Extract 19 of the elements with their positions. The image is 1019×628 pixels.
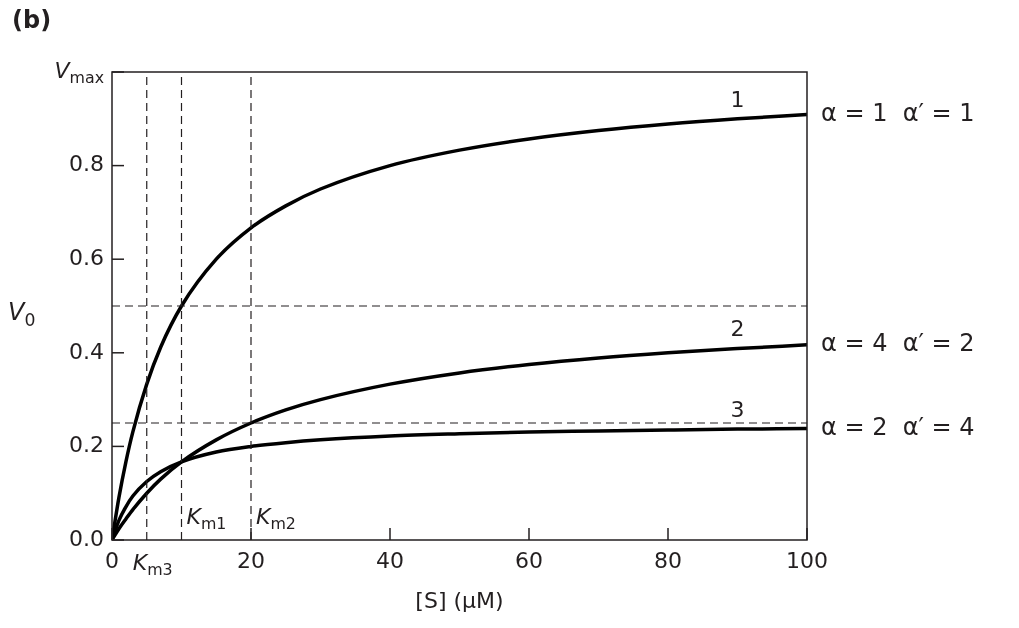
y-tick-label: 0.8 bbox=[69, 151, 105, 177]
y-tick-label: 0.0 bbox=[69, 525, 105, 551]
x-tick-label: 100 bbox=[786, 547, 828, 573]
series-label: 2 bbox=[730, 316, 745, 342]
series-label: 1 bbox=[730, 86, 745, 112]
y-tick-label: 0.6 bbox=[69, 244, 105, 270]
x-tick-label: 20 bbox=[237, 547, 265, 573]
text: α = 2 α′ = 4 bbox=[821, 412, 975, 441]
x-axis-title: [S] (μM) bbox=[415, 587, 504, 613]
y-tick-label: 0.2 bbox=[69, 432, 105, 458]
y-tick-label: 0.4 bbox=[69, 338, 105, 364]
text: α = 1 α′ = 1 bbox=[821, 98, 975, 127]
series-label: 3 bbox=[730, 396, 745, 422]
chart-title: (b) bbox=[12, 6, 52, 35]
x-tick-label: 60 bbox=[515, 547, 543, 573]
x-tick-label: 0 bbox=[105, 547, 119, 573]
x-tick-label: 80 bbox=[654, 547, 682, 573]
x-tick-label: 40 bbox=[376, 547, 404, 573]
text: α = 4 α′ = 2 bbox=[821, 329, 975, 358]
